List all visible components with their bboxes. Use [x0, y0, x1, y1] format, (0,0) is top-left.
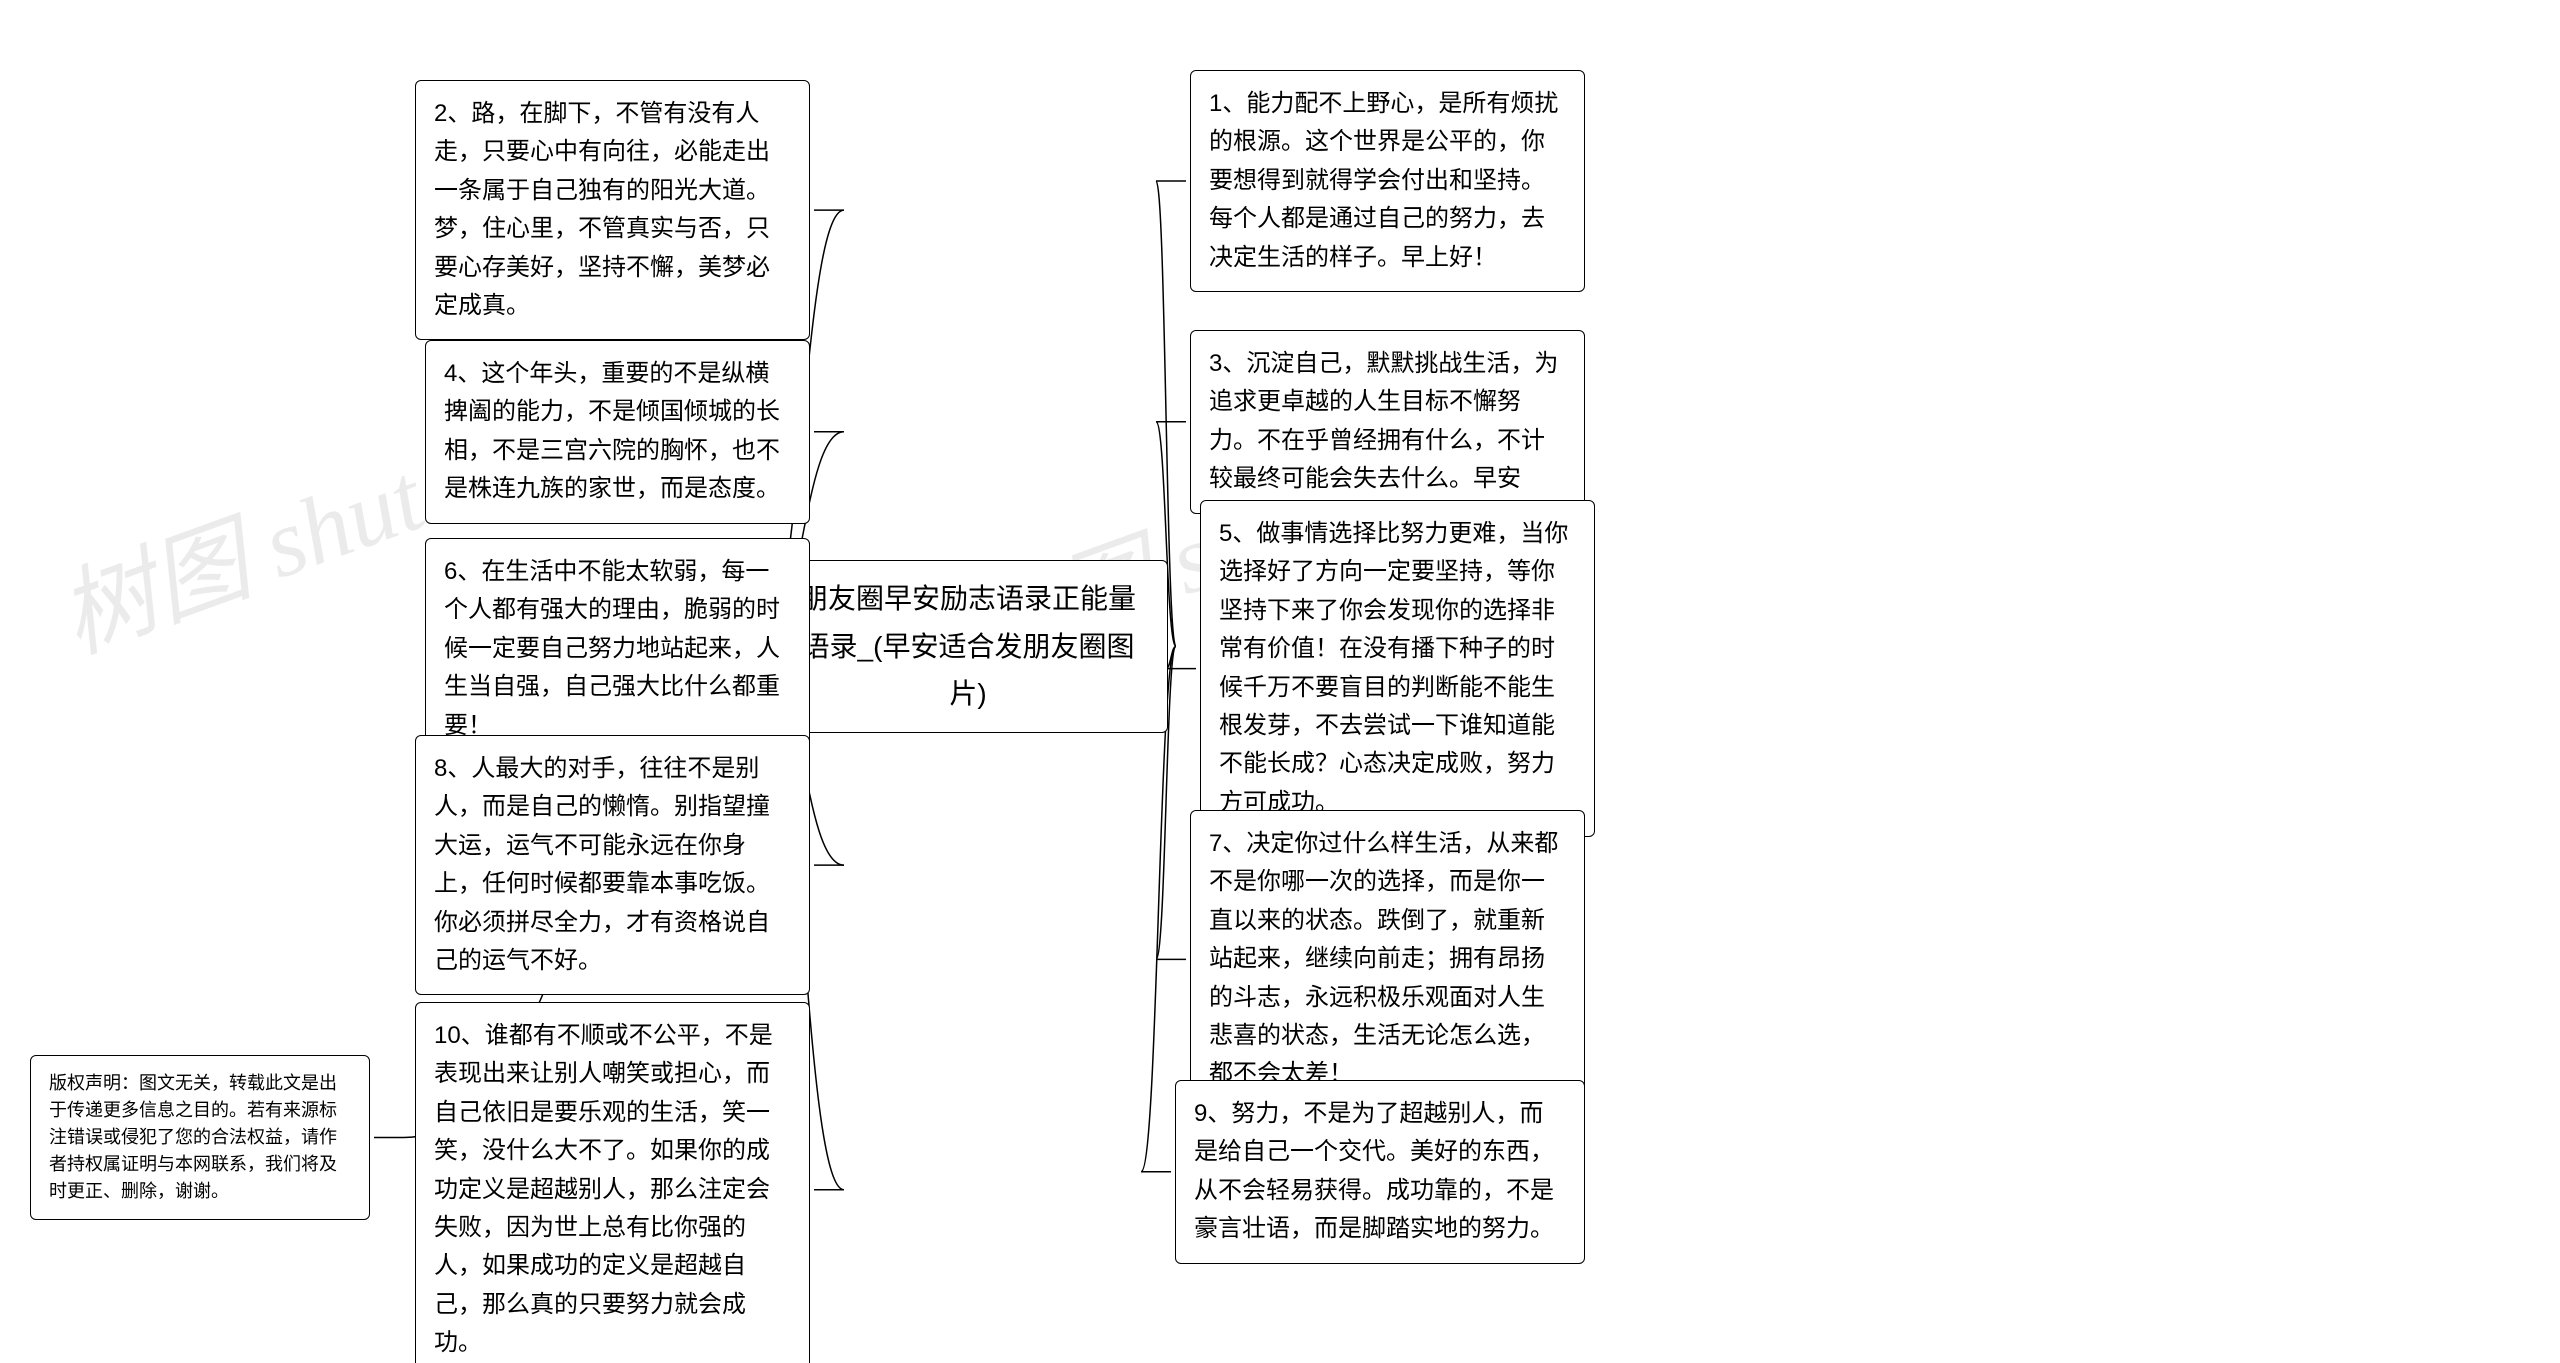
left-node-3: 6、在生活中不能太软弱，每一个人都有强大的理由，脆弱的时候一定要自己努力地站起来… — [425, 538, 810, 760]
left-node-5: 10、谁都有不顺或不公平，不是表现出来让别人嘲笑或担心，而自己依旧是要乐观的生活… — [415, 1002, 810, 1363]
left-node-1: 2、路，在脚下，不管有没有人走，只要心中有向往，必能走出一条属于自己独有的阳光大… — [415, 80, 810, 340]
left-node-2: 4、这个年头，重要的不是纵横捭阖的能力，不是倾国倾城的长相，不是三宫六院的胸怀，… — [425, 340, 810, 524]
watermark-1: 树图 shut — [38, 420, 439, 679]
right-node-1: 1、能力配不上野心，是所有烦扰的根源。这个世界是公平的，你要想得到就得学会付出和… — [1190, 70, 1585, 292]
center-node: 朋友圈早安励志语录正能量语录_(早安适合发朋友圈图片) — [768, 560, 1168, 733]
copyright-node: 版权声明：图文无关，转载此文是出于传递更多信息之目的。若有来源标注错误或侵犯了您… — [30, 1055, 370, 1220]
left-node-4: 8、人最大的对手，往往不是别人，而是自己的懒惰。别指望撞大运，运气不可能永远在你… — [415, 735, 810, 995]
right-node-3: 5、做事情选择比努力更难，当你选择好了方向一定要坚持，等你坚持下来了你会发现你的… — [1200, 500, 1595, 837]
right-node-5: 9、努力，不是为了超越别人，而是给自己一个交代。美好的东西，从不会轻易获得。成功… — [1175, 1080, 1585, 1264]
right-node-2: 3、沉淀自己，默默挑战生活，为追求更卓越的人生目标不懈努力。不在乎曾经拥有什么，… — [1190, 330, 1585, 514]
right-node-4: 7、决定你过什么样生活，从来都不是你哪一次的选择，而是你一直以来的状态。跌倒了，… — [1190, 810, 1585, 1109]
